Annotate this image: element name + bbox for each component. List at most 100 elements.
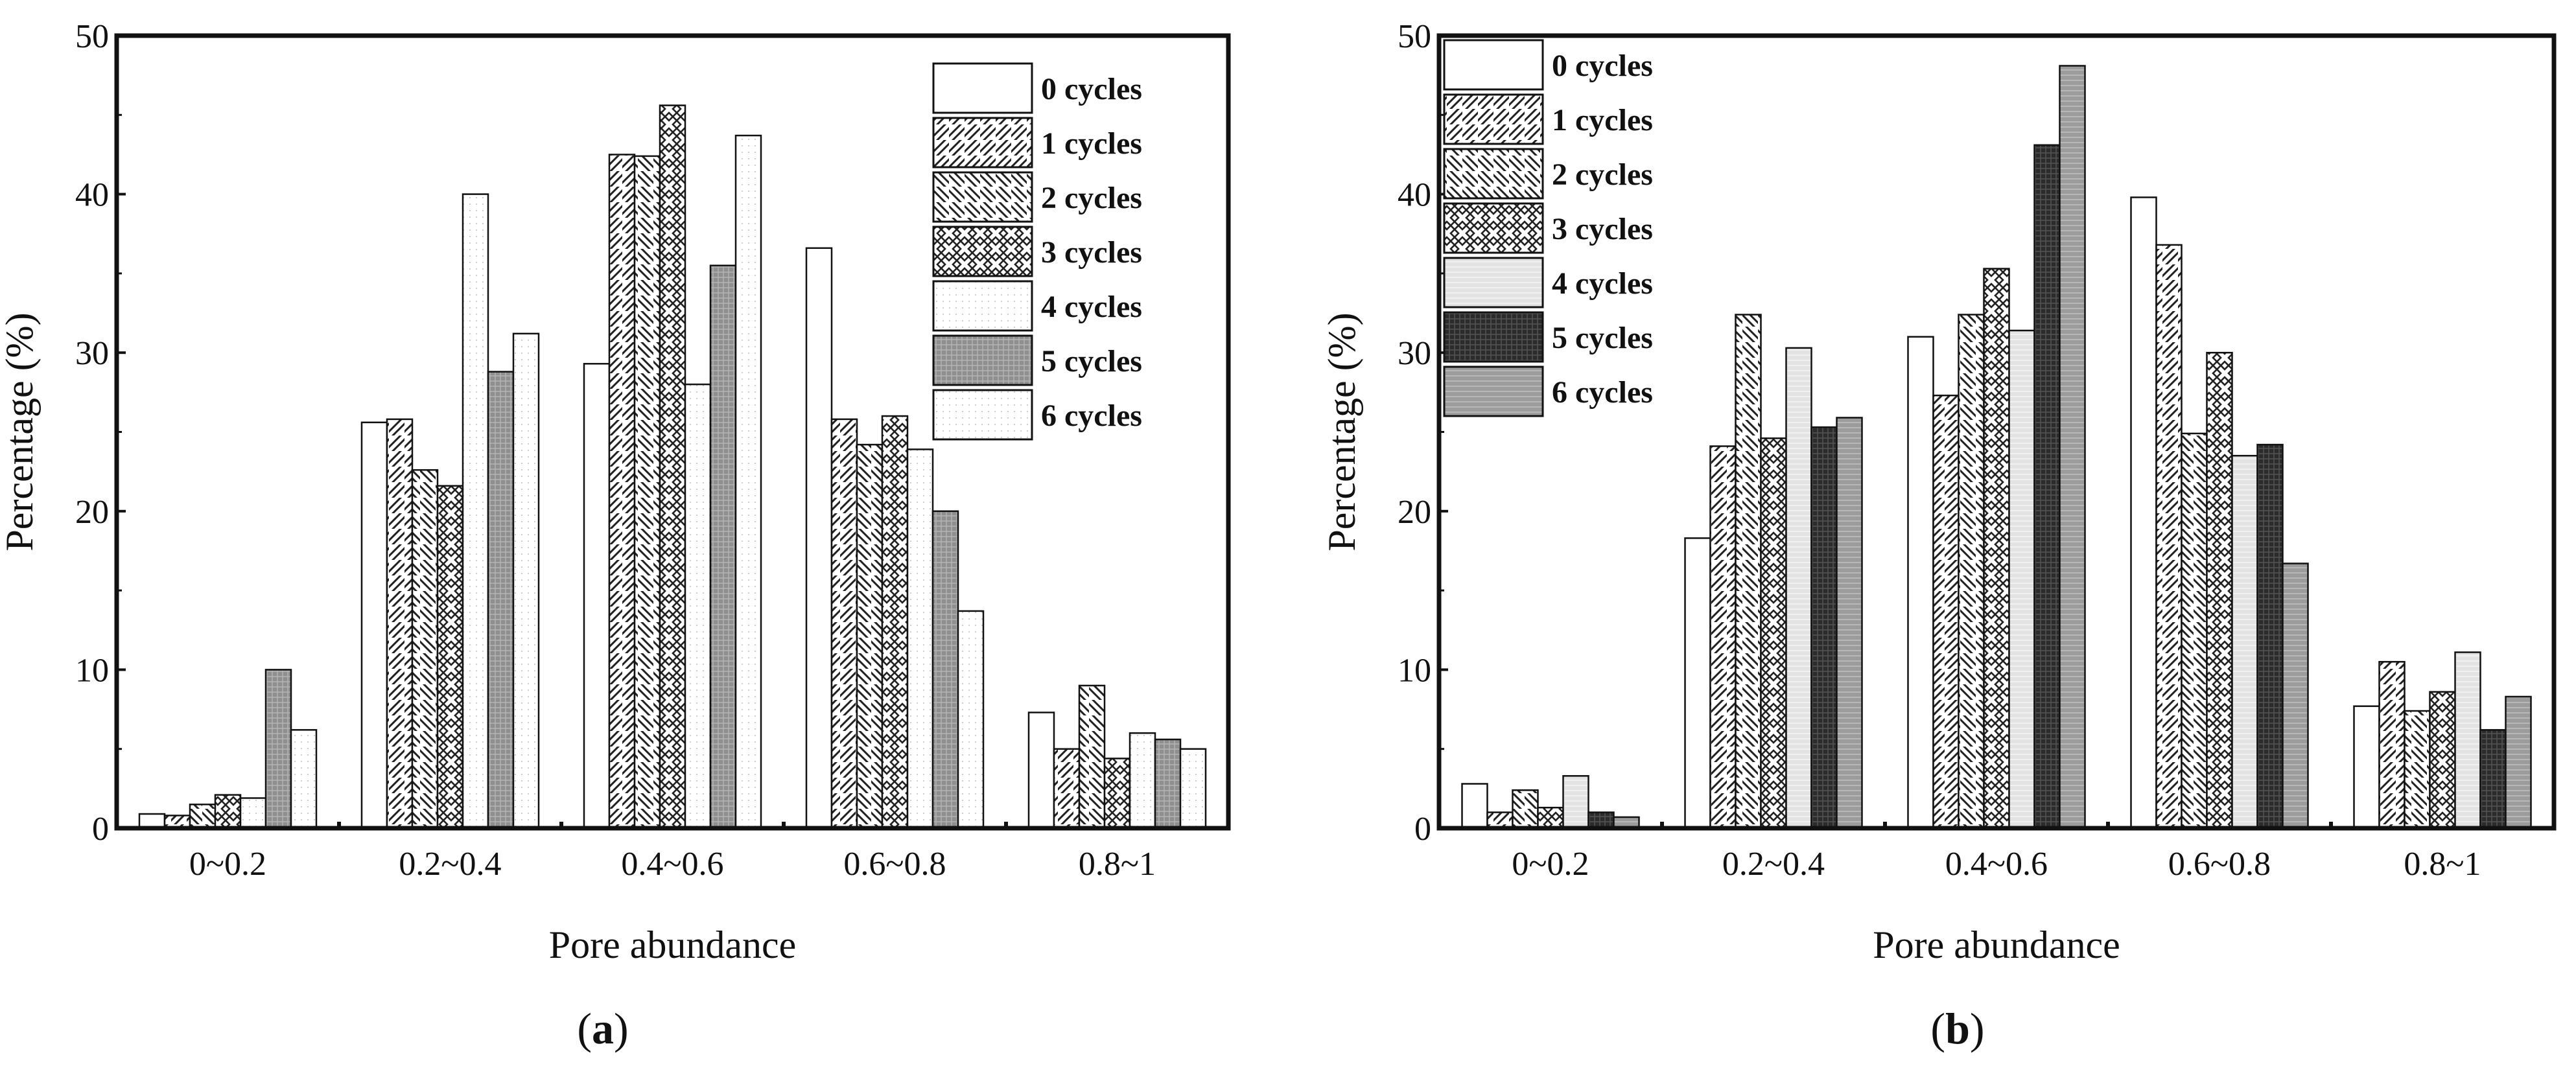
bar-1-cycles-3 <box>1932 394 1960 830</box>
legend-label-3-cycles: 3 cycles <box>1552 212 1653 246</box>
legend-swatch-2-cycles <box>1443 148 1544 200</box>
bar-6-cycles-5 <box>2505 695 2532 830</box>
x-tick-label: 0.6~0.8 <box>843 846 946 883</box>
y-tick-label: 20 <box>75 494 109 531</box>
bar-3-cycles-4 <box>2206 351 2233 830</box>
legend-label-1-cycles: 1 cycles <box>1552 103 1653 137</box>
bar-2-cycles-3 <box>1958 314 1985 830</box>
bar-5-cycles-1 <box>1587 811 1615 830</box>
bar-2-cycles-5 <box>1078 684 1106 830</box>
bar-5-cycles-3 <box>709 264 737 830</box>
bar-4-cycles-3 <box>684 383 712 830</box>
legend-label-6-cycles: 6 cycles <box>1552 375 1653 410</box>
legend: 0 cycles 1 cycles 2 cycles 3 cycles 4 cycles… <box>932 62 1142 441</box>
x-axis-label: Pore abundance <box>549 923 797 966</box>
bar-0-cycles-3 <box>583 363 611 830</box>
x-tick-label: 0.4~0.6 <box>621 846 723 883</box>
x-tick-label: 0.6~0.8 <box>2168 846 2271 883</box>
bar-1-cycles-4 <box>830 418 858 830</box>
legend-label-5-cycles: 5 cycles <box>1552 321 1653 355</box>
y-axis-label: Percentage (%) <box>0 312 41 551</box>
legend-swatch-6-cycles <box>1443 365 1544 417</box>
bars <box>1461 65 2532 830</box>
bar-0-cycles-2 <box>360 421 388 830</box>
bar-5-cycles-5 <box>1154 738 1182 830</box>
bar-3-cycles-5 <box>1103 758 1131 830</box>
caption-a: (a) <box>577 1004 628 1053</box>
legend-label-4-cycles: 4 cycles <box>1552 266 1653 301</box>
bar-6-cycles-4 <box>2282 563 2309 830</box>
bar-0-cycles-4 <box>805 247 833 830</box>
bar-1-cycles-1 <box>1486 811 1514 830</box>
legend-label-3-cycles: 3 cycles <box>1041 235 1142 270</box>
x-tick-label: 0.2~0.4 <box>399 846 501 883</box>
y-tick-label: 50 <box>1398 18 1431 55</box>
bar-0-cycles-1 <box>1461 783 1488 830</box>
bar-4-cycles-1 <box>1562 775 1589 830</box>
legend-swatch-5-cycles <box>932 334 1033 386</box>
legend-label-2-cycles: 2 cycles <box>1041 181 1142 215</box>
bar-4-cycles-5 <box>2454 651 2481 830</box>
x-tick-label: 0.4~0.6 <box>1945 846 2048 883</box>
bar-1-cycles-5 <box>2378 660 2406 830</box>
legend-swatch-1-cycles <box>1443 93 1544 145</box>
legend-swatch-0-cycles <box>1443 39 1544 91</box>
legend-swatch-4-cycles <box>932 280 1033 332</box>
caption-a-letter: a <box>592 1004 614 1053</box>
bar-2-cycles-1 <box>189 804 217 830</box>
chart-panel-a: 0 10 20 30 40 50 0~0.2 0.2~0.4 0.4~0.6 0.6~0.8 0.8… <box>0 18 1231 966</box>
bar-4-cycles-2 <box>462 193 489 830</box>
bar-6-cycles-3 <box>2059 65 2086 830</box>
bar-2-cycles-3 <box>633 155 661 830</box>
bar-3-cycles-3 <box>1983 268 2010 830</box>
bar-0-cycles-5 <box>1027 712 1055 830</box>
bar-2-cycles-4 <box>2181 432 2208 830</box>
y-tick-label: 40 <box>1398 177 1431 214</box>
legend-swatch-3-cycles <box>932 226 1033 277</box>
legend-label-0-cycles: 0 cycles <box>1552 49 1653 83</box>
y-tick-label: 0 <box>92 811 109 848</box>
x-tick-label: 0~0.2 <box>189 846 266 883</box>
chart-panel-b: 0 10 20 30 40 50 0~0.2 0.2~0.4 0.4~0.6 0.6~0.8 0.8… <box>1320 18 2557 966</box>
legend-swatch-5-cycles <box>1443 311 1544 363</box>
y-tick-label: 10 <box>75 652 109 689</box>
bar-2-cycles-2 <box>1735 314 1762 830</box>
bar-4-cycles-3 <box>2008 329 2035 830</box>
bar-1-cycles-2 <box>1709 445 1737 830</box>
bar-3-cycles-2 <box>436 485 464 830</box>
y-tick-label: 40 <box>75 177 109 214</box>
bar-0-cycles-4 <box>2130 196 2157 830</box>
legend-swatch-2-cycles <box>932 171 1033 223</box>
bar-4-cycles-4 <box>2231 454 2258 830</box>
bar-4-cycles-1 <box>239 797 267 830</box>
bar-5-cycles-2 <box>1810 426 1838 830</box>
bar-5-cycles-4 <box>2256 443 2284 830</box>
y-tick-label: 30 <box>75 335 109 372</box>
y-tick-label: 0 <box>1414 811 1431 848</box>
caption-b: (b) <box>1930 1004 1984 1053</box>
bar-1-cycles-4 <box>2155 244 2183 830</box>
legend-swatch-0-cycles <box>932 62 1033 114</box>
y-tick-label: 10 <box>1398 652 1431 689</box>
bar-0-cycles-2 <box>1684 537 1711 830</box>
bar-6-cycles-1 <box>290 729 318 830</box>
bar-3-cycles-4 <box>881 415 909 830</box>
bar-0-cycles-5 <box>2353 705 2380 830</box>
legend-label-2-cycles: 2 cycles <box>1552 157 1653 192</box>
y-tick-label: 30 <box>1398 335 1431 372</box>
bar-4-cycles-4 <box>906 448 934 830</box>
bar-3-cycles-1 <box>1537 806 1564 830</box>
bar-4-cycles-5 <box>1129 732 1156 830</box>
legend-label-6-cycles: 6 cycles <box>1041 399 1142 433</box>
bar-5-cycles-3 <box>2033 144 2061 830</box>
legend-label-0-cycles: 0 cycles <box>1041 72 1142 106</box>
bar-6-cycles-3 <box>734 134 762 830</box>
legend-label-5-cycles: 5 cycles <box>1041 344 1142 378</box>
y-tick-label: 20 <box>1398 494 1431 531</box>
bar-3-cycles-3 <box>659 104 686 830</box>
bars <box>138 104 1207 830</box>
bar-5-cycles-4 <box>931 510 959 830</box>
caption-b-letter: b <box>1945 1004 1970 1053</box>
bar-3-cycles-5 <box>2429 691 2456 830</box>
